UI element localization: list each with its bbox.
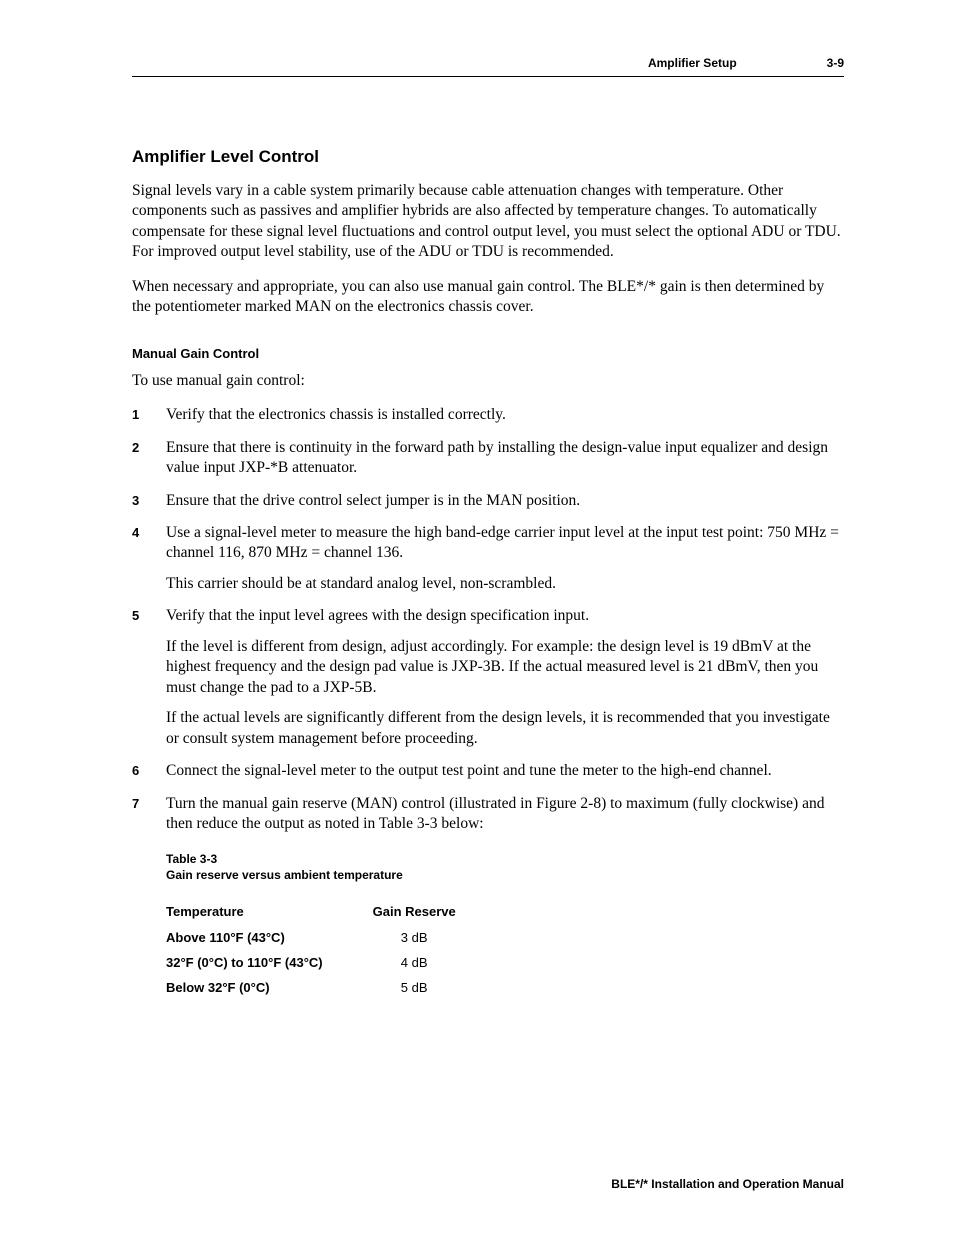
table-row: 32°F (0°C) to 110°F (43°C) 4 dB <box>166 950 476 975</box>
step-2: Ensure that there is continuity in the f… <box>132 438 844 479</box>
table-block: Table 3-3 Gain reserve versus ambient te… <box>166 852 844 999</box>
header-section: Amplifier Setup <box>648 56 737 70</box>
step-5-text: Verify that the input level agrees with … <box>166 607 589 624</box>
step-5-p3: If the actual levels are significantly d… <box>166 708 844 749</box>
header-page-number: 3-9 <box>827 56 844 70</box>
table-caption-line1: Table 3-3 <box>166 852 217 866</box>
table-cell-gain: 5 dB <box>343 975 476 1000</box>
step-4: Use a signal-level meter to measure the … <box>132 523 844 594</box>
step-3-a: Ensure that the drive control select jum… <box>166 492 486 509</box>
sub-heading: Manual Gain Control <box>132 346 844 361</box>
table-cell-gain: 3 dB <box>343 925 476 950</box>
step-4-text: Use a signal-level meter to measure the … <box>166 524 839 561</box>
man-smallcaps: MAN <box>486 492 522 509</box>
step-6: Connect the signal-level meter to the ou… <box>132 761 844 781</box>
page-footer: BLE*/* Installation and Operation Manual <box>611 1177 844 1191</box>
page-content: Amplifier Level Control Signal levels va… <box>132 147 844 1000</box>
step-7-a: Turn the manual gain reserve ( <box>166 795 356 812</box>
table-cell-temp: Below 32°F (0°C) <box>166 975 343 1000</box>
table-header-gain-reserve: Gain Reserve <box>343 898 476 925</box>
step-4-p2: This carrier should be at standard analo… <box>166 574 844 594</box>
step-3: Ensure that the drive control select jum… <box>132 491 844 511</box>
paragraph-1: Signal levels vary in a cable system pri… <box>132 181 844 263</box>
paragraph-2: When necessary and appropriate, you can … <box>132 277 844 318</box>
step-5: Verify that the input level agrees with … <box>132 606 844 749</box>
step-6-text: Connect the signal-level meter to the ou… <box>166 762 772 779</box>
table-row: Above 110°F (43°C) 3 dB <box>166 925 476 950</box>
page-header: Amplifier Setup 3-9 <box>132 56 844 77</box>
table-caption: Table 3-3 Gain reserve versus ambient te… <box>166 852 844 883</box>
step-5-p2: If the level is different from design, a… <box>166 637 844 698</box>
man-smallcaps: MAN <box>356 795 392 812</box>
sub-intro: To use manual gain control: <box>132 371 844 391</box>
man-smallcaps: MAN <box>295 298 331 315</box>
table-caption-line2: Gain reserve versus ambient temperature <box>166 868 403 882</box>
table-header-row: Temperature Gain Reserve <box>166 898 476 925</box>
step-1: Verify that the electronics chassis is i… <box>132 405 844 425</box>
table-cell-temp: Above 110°F (43°C) <box>166 925 343 950</box>
step-3-b: position. <box>522 492 580 509</box>
step-list: Verify that the electronics chassis is i… <box>132 405 844 834</box>
table-header-temperature: Temperature <box>166 898 343 925</box>
document-page: Amplifier Setup 3-9 Amplifier Level Cont… <box>0 0 954 1235</box>
step-2-text: Ensure that there is continuity in the f… <box>166 439 828 476</box>
step-7: Turn the manual gain reserve (MAN) contr… <box>132 794 844 835</box>
step-1-text: Verify that the electronics chassis is i… <box>166 406 506 423</box>
table-cell-gain: 4 dB <box>343 950 476 975</box>
section-heading: Amplifier Level Control <box>132 147 844 167</box>
table-row: Below 32°F (0°C) 5 dB <box>166 975 476 1000</box>
table-cell-temp: 32°F (0°C) to 110°F (43°C) <box>166 950 343 975</box>
paragraph-2-b: on the electronics chassis cover. <box>331 298 533 315</box>
gain-reserve-table: Temperature Gain Reserve Above 110°F (43… <box>166 898 476 1000</box>
